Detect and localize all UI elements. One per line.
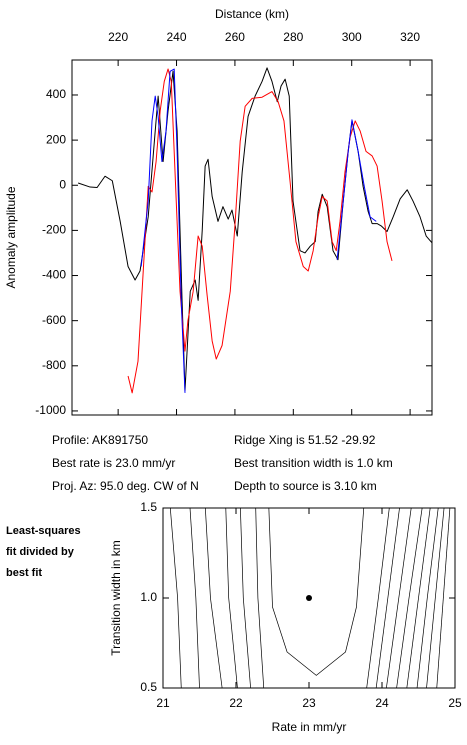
note-text: fit divided by — [6, 546, 75, 558]
contour-line — [240, 507, 251, 689]
contour-line — [375, 507, 400, 689]
contour-line — [396, 507, 423, 689]
x-tick-label: 22 — [229, 696, 243, 710]
data-line — [140, 68, 377, 393]
contour-line — [268, 507, 365, 676]
contour-line — [225, 507, 238, 689]
contour-line — [366, 507, 390, 689]
y-tick-label: -600 — [42, 313, 66, 327]
best-fit-point — [306, 595, 312, 601]
y-tick-label: -200 — [42, 223, 66, 237]
x-tick-label: 25 — [448, 696, 462, 710]
y-tick-label: 0 — [59, 177, 66, 191]
y-tick-label: -800 — [42, 358, 66, 372]
x-tick-label: 21 — [156, 696, 170, 710]
contour-line — [406, 507, 431, 689]
contour-line — [204, 507, 223, 689]
x-tick-label: 280 — [283, 30, 303, 44]
y-tick-label: 200 — [46, 132, 66, 146]
y-tick-label: -1000 — [35, 403, 66, 417]
contour-line — [255, 507, 265, 689]
x-tick-label: 24 — [375, 696, 389, 710]
y-axis-label: Transition width in km — [109, 540, 123, 656]
y-tick-label: -400 — [42, 268, 66, 282]
data-line — [77, 67, 433, 392]
x-tick-label: 240 — [167, 30, 187, 44]
contour-line — [416, 507, 439, 689]
annotation: Proj. Az: 95.0 deg. CW of N — [52, 479, 199, 493]
annotation: Best transition width is 1.0 km — [234, 456, 393, 470]
x-tick-label: 220 — [108, 30, 128, 44]
x-tick-label: 300 — [342, 30, 362, 44]
contour-line — [189, 507, 200, 689]
y-axis-label: Anomaly amplitude — [4, 186, 18, 288]
y-tick-label: 400 — [46, 87, 66, 101]
x-tick-label: 320 — [400, 30, 420, 44]
contour-line — [436, 507, 451, 689]
x-axis-label: Distance (km) — [215, 7, 289, 21]
contour-line — [169, 507, 182, 689]
plot-frame — [71, 59, 433, 416]
x-axis-label: Rate in mm/yr — [272, 720, 347, 734]
y-tick-label: 1.0 — [140, 590, 157, 604]
contour-line — [426, 507, 445, 689]
x-tick-label: 260 — [225, 30, 245, 44]
annotation: Best rate is 23.0 mm/yr — [52, 456, 175, 470]
contour-line — [386, 507, 412, 689]
annotation: Profile: AK891750 — [52, 433, 148, 447]
annotation: Ridge Xing is 51.52 -29.92 — [234, 433, 376, 447]
note-text: best fit — [6, 567, 42, 579]
note-text: Least-squares — [6, 525, 81, 537]
x-tick-label: 23 — [302, 696, 316, 710]
annotation: Depth to source is 3.10 km — [234, 479, 377, 493]
y-tick-label: 1.5 — [140, 500, 157, 514]
y-tick-label: 0.5 — [140, 680, 157, 694]
